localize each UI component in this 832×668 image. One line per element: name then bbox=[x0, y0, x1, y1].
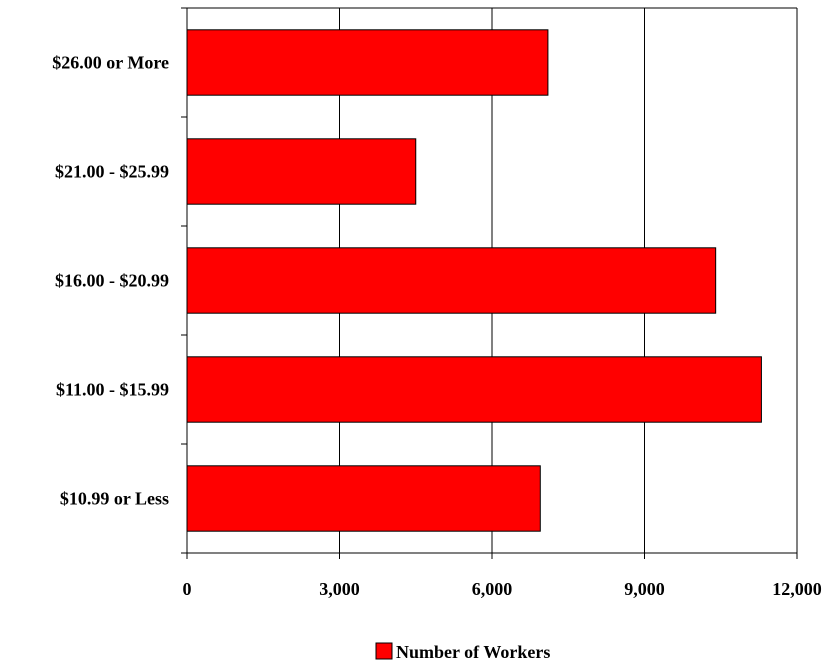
x-tick-label: 0 bbox=[183, 579, 192, 599]
category-label: $16.00 - $20.99 bbox=[55, 271, 169, 291]
category-label: $21.00 - $25.99 bbox=[55, 162, 169, 182]
category-label: $26.00 or More bbox=[52, 53, 169, 73]
bar bbox=[186, 465, 541, 532]
x-tick-label: 9,000 bbox=[624, 579, 665, 599]
category-label: $11.00 - $15.99 bbox=[56, 380, 169, 400]
legend-label: Number of Workers bbox=[396, 642, 550, 662]
bar bbox=[186, 247, 717, 314]
category-labels: $26.00 or More $21.00 - $25.99 $16.00 - $2… bbox=[52, 53, 169, 509]
bar bbox=[186, 356, 762, 423]
bars bbox=[186, 29, 762, 532]
axes bbox=[181, 7, 798, 559]
category-label: $10.99 or Less bbox=[60, 489, 169, 509]
legend: Number of Workers bbox=[375, 642, 550, 662]
legend-swatch bbox=[375, 642, 393, 660]
bar bbox=[186, 138, 417, 205]
x-tick-label: 12,000 bbox=[772, 579, 822, 599]
bar bbox=[186, 29, 549, 96]
x-tick-label: 6,000 bbox=[472, 579, 513, 599]
x-tick-labels: 0 3,000 6,000 9,000 12,000 bbox=[183, 579, 822, 599]
x-tick-label: 3,000 bbox=[319, 579, 360, 599]
